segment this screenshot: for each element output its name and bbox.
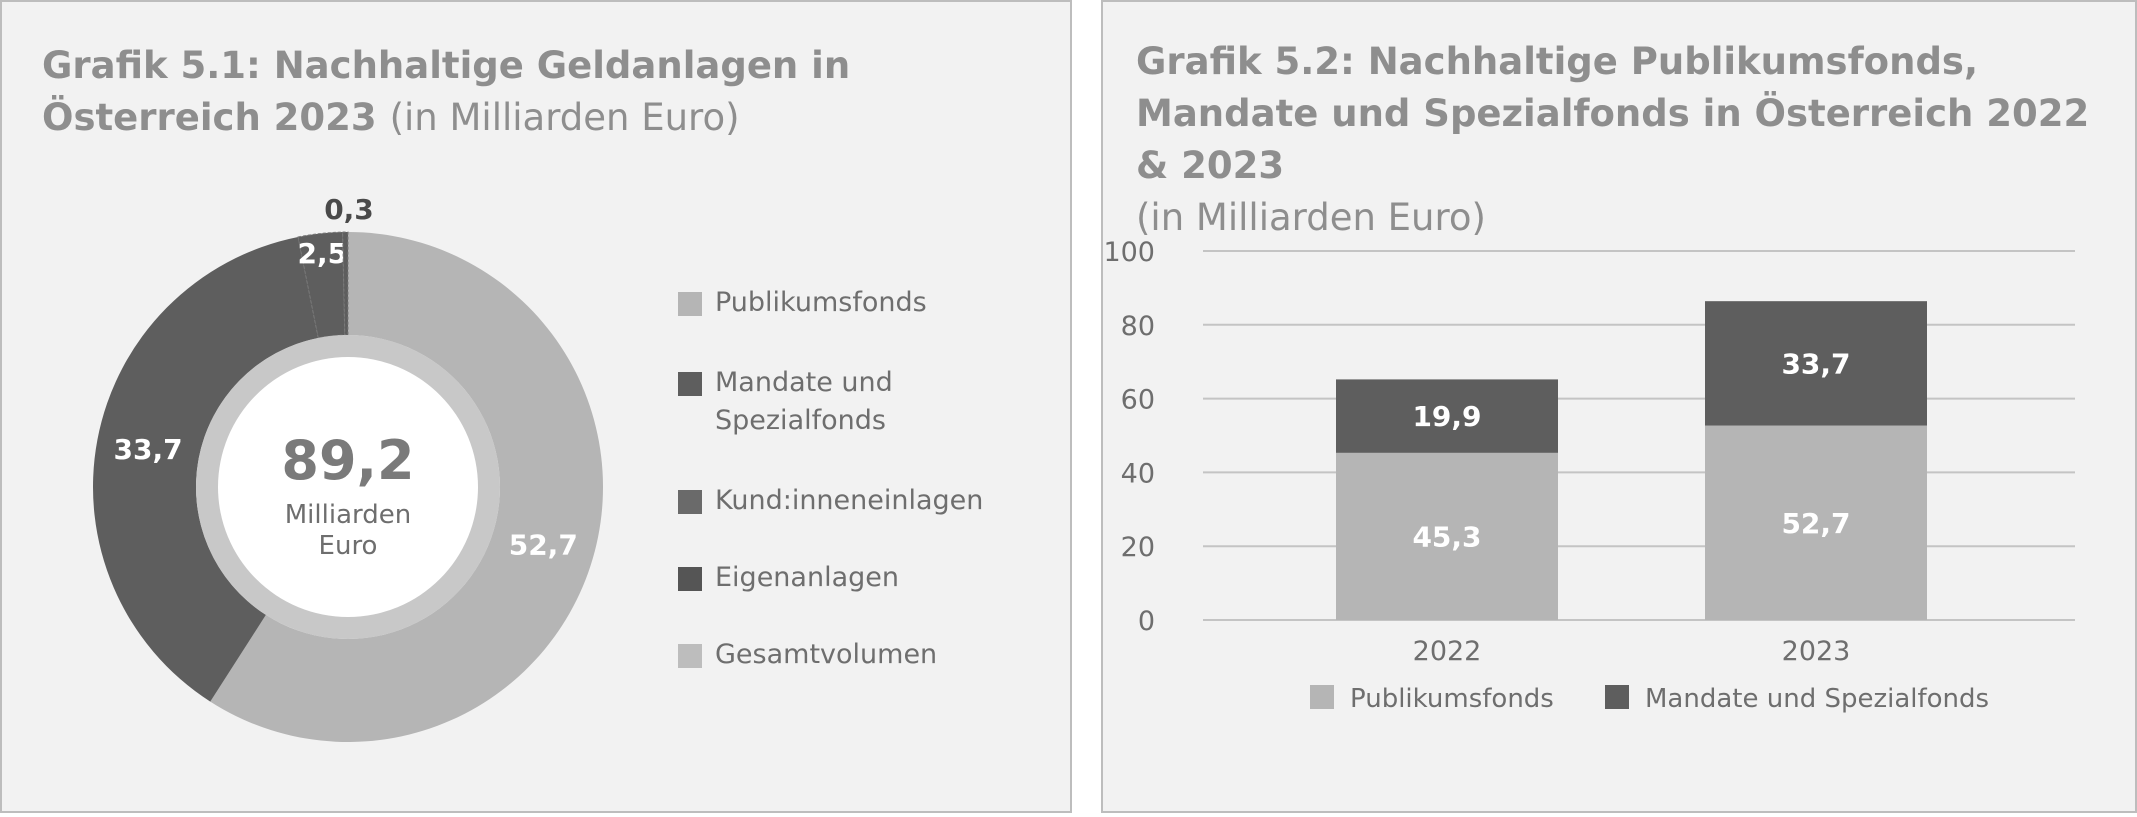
chart-title-right: Grafik 5.2: Nachhaltige Publikumsfonds, … [1136,36,2116,244]
x-tick-label: 2023 [1782,636,1851,667]
slice-value-label: 2,5 [298,237,348,270]
slice-value-label: 33,7 [113,433,182,466]
y-tick-label: 40 [1121,458,1155,489]
chart-title-right-unit: (in Milliarden Euro) [1136,196,1486,239]
y-tick-label: 60 [1121,385,1155,416]
legend-swatch [1605,685,1629,709]
donut-slice [210,232,603,742]
legend-label: Mandate und [715,367,893,398]
legend-swatch [678,292,702,316]
y-tick-label: 100 [1103,237,1155,268]
chart-title-left-main: Grafik 5.1: Nachhaltige Geldanlagen in Ö… [42,44,851,139]
legend-label: Eigenanlagen [715,562,899,593]
legend-swatch [1310,685,1334,709]
bar-segment [1705,301,1927,426]
center-total-value: 89,2 [281,429,414,492]
slice-value-label: 0,3 [324,193,374,226]
y-tick-label: 80 [1121,311,1155,342]
legend-label: Spezialfonds [715,405,886,436]
stacked-bar-chart: 0 20 40 60 80 100 45,3 19,9 2022 52,7 33,7 2023 Publ… [1103,237,2075,714]
slice-value-label: 52,7 [509,528,578,561]
chart-title-left-unit: (in Milliarden Euro) [389,96,740,139]
legend-label: Publikumsfonds [1350,684,1554,714]
legend-label: Mandate und Spezialfonds [1645,684,1989,714]
bar-segment [1705,425,1927,620]
chart-title-left: Grafik 5.1: Nachhaltige Geldanlagen in Ö… [42,40,1032,144]
bar-value-label: 33,7 [1781,347,1850,380]
bar-value-label: 52,7 [1781,507,1850,540]
donut-center [218,357,478,617]
chart-panel-left: Grafik 5.1: Nachhaltige Geldanlagen in Ö… [0,0,1072,813]
legend-label: Gesamtvolumen [715,639,938,670]
chart-title-right-main: Grafik 5.2: Nachhaltige Publikumsfonds, … [1136,40,2090,187]
legend-swatch [678,567,702,591]
x-tick-label: 2022 [1413,636,1482,667]
y-tick-label: 20 [1121,532,1155,563]
chart-panel-right: Grafik 5.2: Nachhaltige Publikumsfonds, … [1101,0,2137,813]
center-total-unit: Milliarden [285,500,411,530]
bar-segment [1336,452,1558,620]
legend-swatch [678,644,702,668]
donut-slice [92,236,319,702]
legend-label: Kund:inneneinlagen [715,485,984,516]
legend-swatch [678,490,702,514]
center-total-unit: Euro [319,531,378,561]
y-tick-label: 0 [1138,606,1155,637]
legend-label: Publikumsfonds [715,287,927,318]
bar-value-label: 45,3 [1412,520,1481,553]
legend-swatch [678,372,702,396]
bar-segment [1336,379,1558,453]
bar-value-label: 19,9 [1412,400,1481,433]
